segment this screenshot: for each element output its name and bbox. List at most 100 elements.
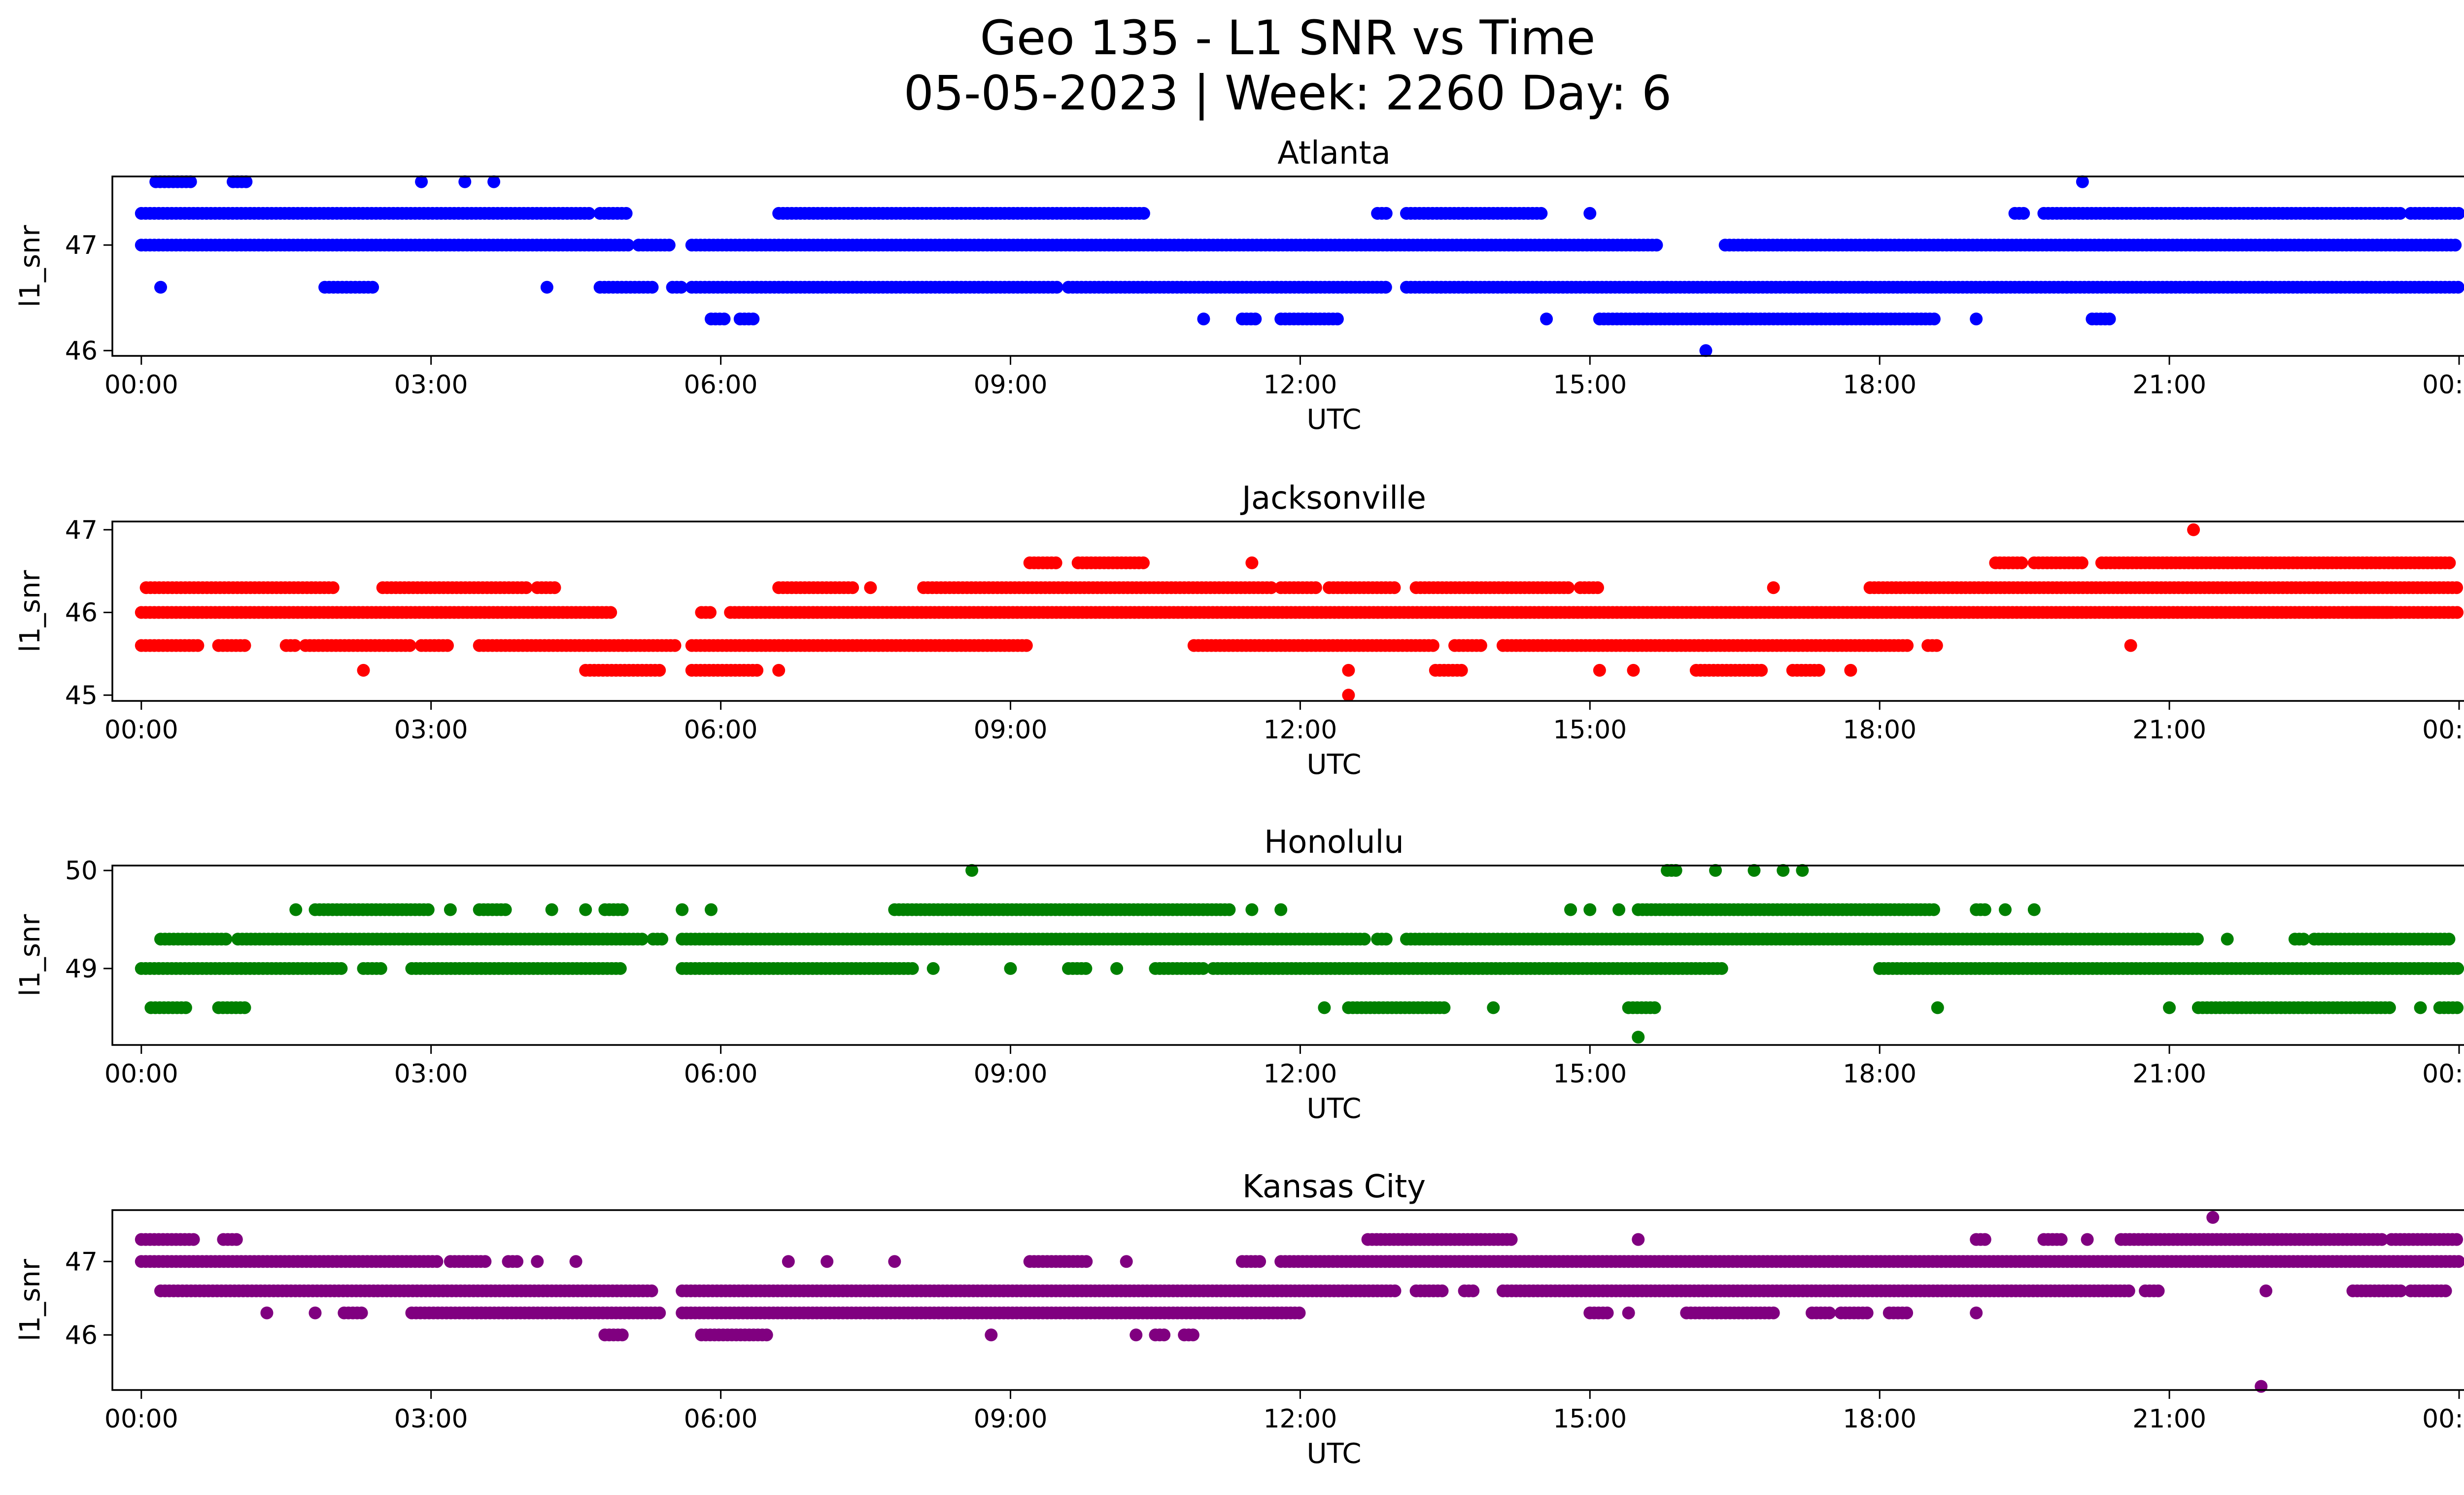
y-tick-label: 46 (65, 598, 98, 628)
y-tick-label: 49 (65, 954, 98, 984)
data-point (2191, 933, 2204, 946)
data-point (531, 1255, 544, 1268)
data-point (747, 313, 760, 326)
data-point (1709, 864, 1722, 877)
data-point (1331, 313, 1344, 326)
data-point (289, 903, 303, 916)
x-tick-label: 09:00 (974, 1059, 1048, 1089)
panel-title: Honolulu (1264, 824, 1404, 861)
data-point (545, 903, 558, 916)
data-point (430, 1255, 444, 1268)
data-point (1274, 903, 1288, 916)
x-tick-label: 09:00 (974, 370, 1048, 400)
data-points (135, 175, 2464, 357)
data-point (238, 639, 251, 652)
x-tick-label: 21:00 (2132, 1059, 2206, 1089)
data-point (662, 239, 676, 252)
data-point (2450, 581, 2464, 594)
data-point (655, 933, 669, 946)
data-point (2442, 933, 2456, 946)
data-point (1379, 207, 1393, 220)
data-point (1715, 962, 1728, 975)
data-point (675, 280, 688, 294)
data-point (2297, 933, 2310, 946)
x-tick-label: 18:00 (1843, 370, 1916, 400)
data-point (444, 903, 457, 916)
y-tick-label: 50 (65, 856, 98, 886)
data-point (540, 280, 553, 294)
data-point (1079, 962, 1093, 975)
x-axis-label: UTC (1306, 404, 1361, 436)
data-point (230, 1233, 243, 1246)
data-point (1050, 280, 1063, 294)
x-tick-label: 12:00 (1263, 1059, 1337, 1089)
data-point (1844, 663, 1857, 677)
data-point (1245, 903, 1259, 916)
data-point (1978, 903, 1991, 916)
data-point (1137, 556, 1150, 569)
data-point (1927, 903, 1940, 916)
data-point (1265, 581, 1278, 594)
data-point (1931, 1001, 1944, 1014)
data-point (1379, 933, 1393, 946)
data-point (2103, 313, 2116, 326)
data-point (511, 1255, 524, 1268)
data-point (1388, 581, 1401, 594)
data-point (415, 175, 428, 188)
x-tick-label: 18:00 (1843, 1059, 1916, 1089)
x-tick-label: 00:00 (2422, 715, 2464, 745)
data-point (326, 581, 340, 594)
x-axis-label: UTC (1306, 749, 1361, 781)
data-point (1930, 639, 1943, 652)
data-point (357, 663, 370, 677)
data-point (926, 962, 940, 975)
data-point (1927, 313, 1941, 326)
panel-title: Kansas City (1242, 1169, 1426, 1205)
data-point (619, 207, 633, 220)
data-point (421, 903, 435, 916)
data-point (1436, 1284, 1449, 1297)
data-point (219, 933, 233, 946)
data-point (1583, 903, 1597, 916)
data-point (1467, 1284, 1480, 1297)
data-point (579, 903, 592, 916)
data-point (1540, 313, 1553, 326)
data-point (519, 581, 533, 594)
data-point (1564, 903, 1577, 916)
data-point (2124, 639, 2137, 652)
data-points (135, 523, 2464, 702)
plot-frame (111, 175, 2464, 357)
data-point (1197, 313, 1210, 326)
data-point (2054, 1233, 2068, 1246)
data-point (1970, 313, 1983, 326)
data-point (772, 663, 786, 677)
data-point (1648, 1001, 1661, 1014)
data-point (635, 933, 649, 946)
chart-subtitle: 05-05-2023 | Week: 2260 Day: 6 (904, 66, 1672, 121)
panel-title: Atlanta (1277, 135, 1391, 172)
x-tick-label: 18:00 (1843, 715, 1916, 745)
data-point (2383, 1001, 2396, 1014)
data-point (403, 639, 416, 652)
data-points (135, 1211, 2464, 1393)
data-point (1505, 1233, 1518, 1246)
data-point (154, 280, 167, 294)
y-axis-label: l1_snr (14, 225, 46, 308)
data-point (1650, 239, 1663, 252)
data-point (1755, 663, 1768, 677)
data-point (616, 903, 629, 916)
data-point (487, 175, 501, 188)
y-tick-label: 46 (65, 336, 98, 366)
x-tick-label: 00:00 (2422, 1059, 2464, 1089)
data-point (1747, 864, 1761, 877)
data-point (288, 639, 302, 652)
data-point (1767, 581, 1780, 594)
data-point (1812, 663, 1825, 677)
x-tick-label: 03:00 (394, 370, 468, 400)
x-tick-label: 06:00 (684, 715, 758, 745)
data-point (479, 1255, 492, 1268)
data-point (1699, 344, 1712, 357)
data-point (2163, 1001, 2176, 1014)
data-point (864, 581, 877, 594)
data-point (569, 1255, 582, 1268)
